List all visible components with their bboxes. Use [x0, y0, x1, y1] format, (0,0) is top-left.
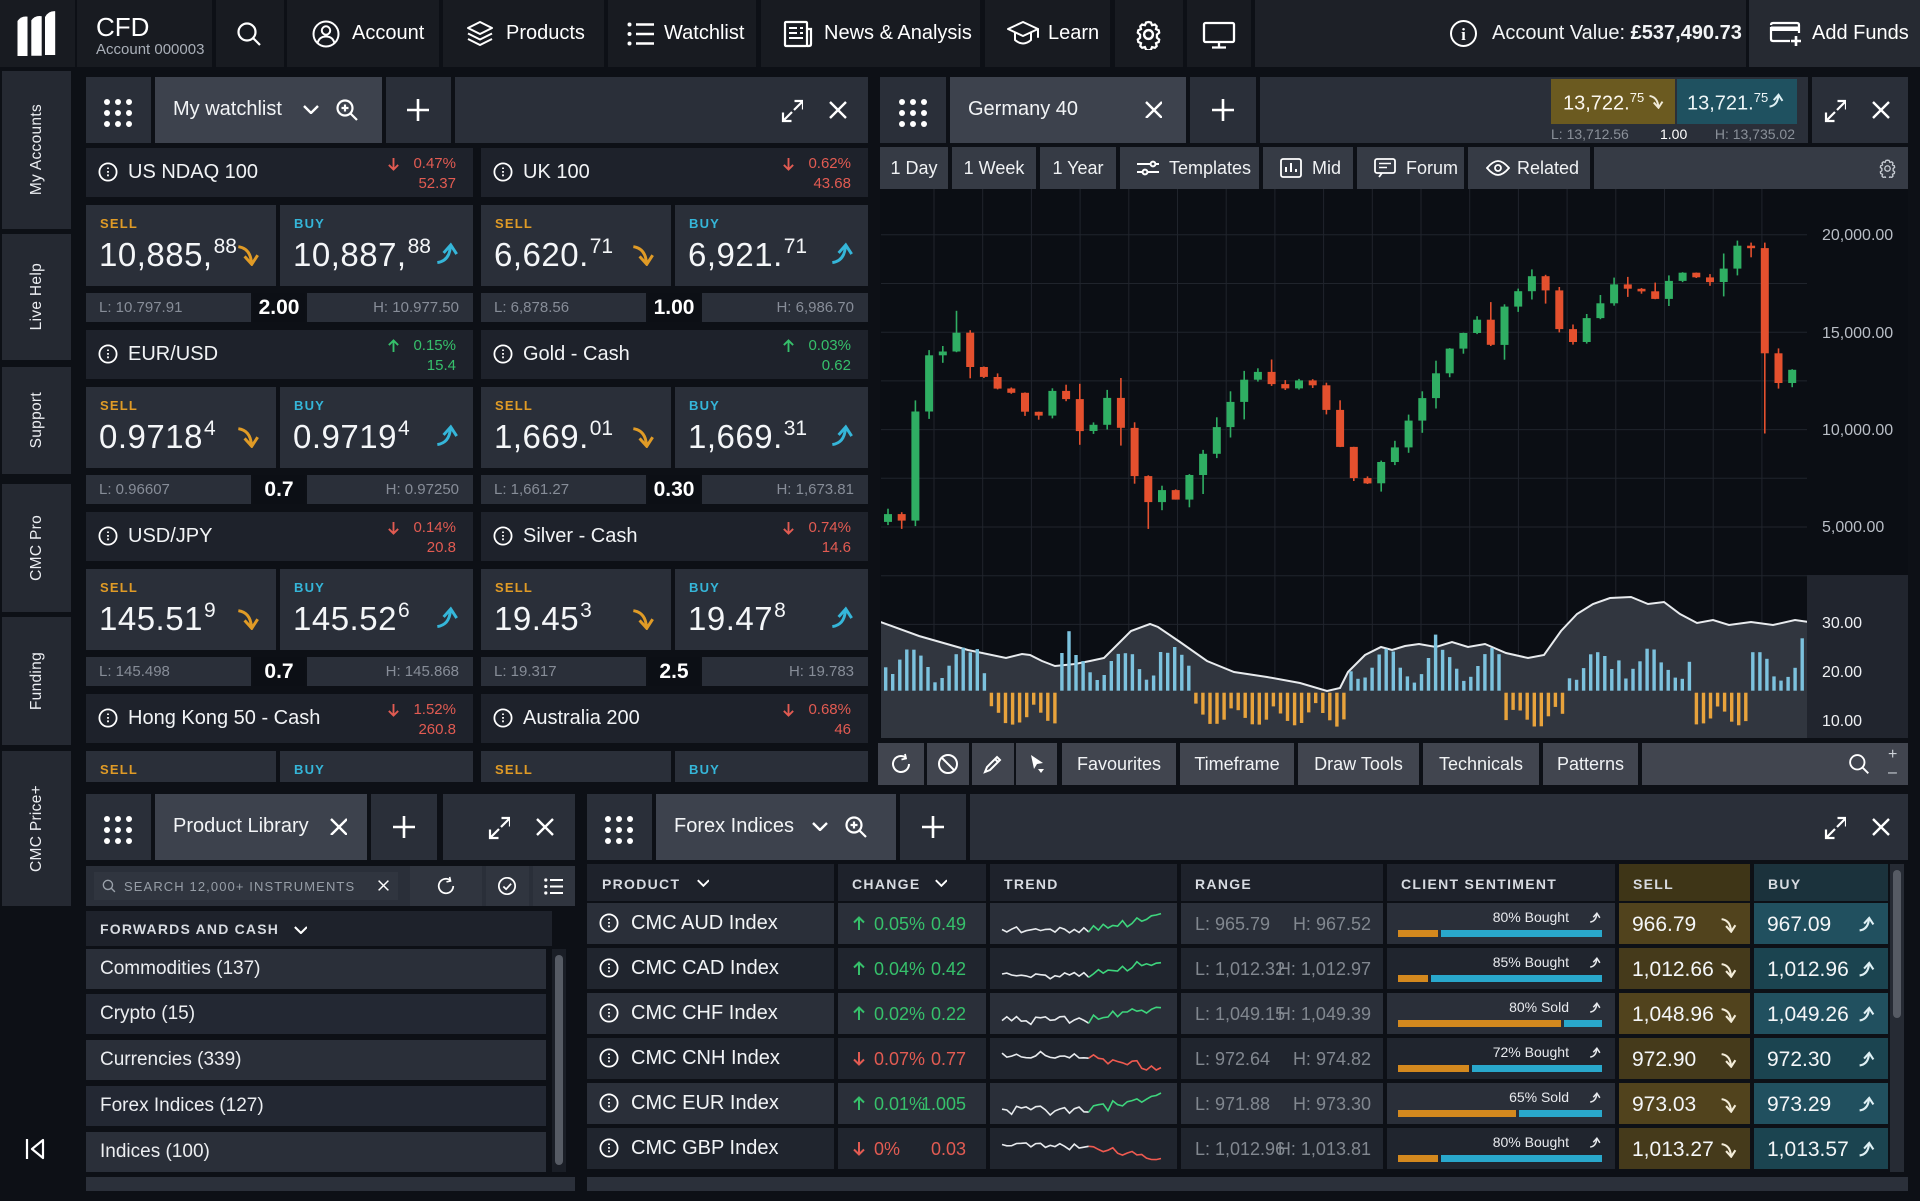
- svg-text:i: i: [1461, 25, 1466, 44]
